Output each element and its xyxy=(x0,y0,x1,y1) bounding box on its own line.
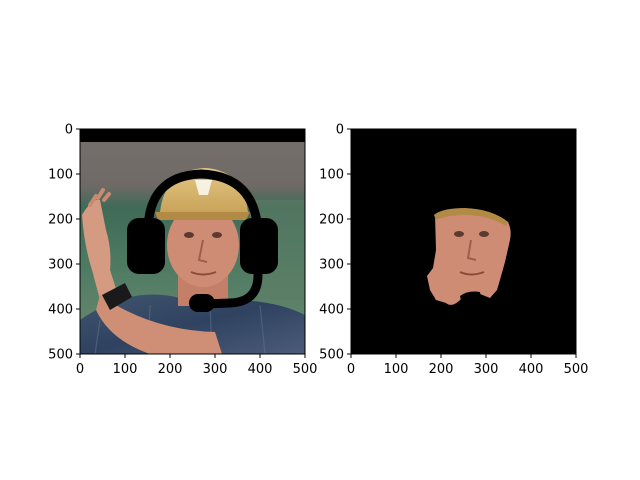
left-ytick-label-4: 400 xyxy=(48,303,73,318)
right-ytick-label-0: 0 xyxy=(336,123,344,138)
right-ytick-label-2: 200 xyxy=(319,213,344,228)
right-xtick-label-3: 300 xyxy=(474,362,499,377)
right-ytick-label-1: 100 xyxy=(319,168,344,183)
right-axes xyxy=(350,128,577,355)
right-xtick-label-2: 200 xyxy=(429,362,454,377)
left-ytick-label-1: 100 xyxy=(48,168,73,183)
left-ytick-label-2: 200 xyxy=(48,213,73,228)
left-xtick-label-1: 100 xyxy=(113,362,138,377)
left-ytick-label-0: 0 xyxy=(65,123,73,138)
right-xtick-label-5: 500 xyxy=(564,362,589,377)
right-ytick-label-5: 500 xyxy=(319,348,344,363)
left-ytick-label-3: 300 xyxy=(48,258,73,273)
right-ytick-label-3: 300 xyxy=(319,258,344,273)
left-xtick-label-3: 300 xyxy=(203,362,228,377)
left-xtick-label-2: 200 xyxy=(158,362,183,377)
right-xtick-label-1: 100 xyxy=(384,362,409,377)
right-xtick-label-0: 0 xyxy=(347,362,355,377)
right-xtick-label-4: 400 xyxy=(519,362,544,377)
left-xtick-label-5: 500 xyxy=(293,362,318,377)
left-xtick-label-0: 0 xyxy=(76,362,84,377)
left-photo xyxy=(80,129,305,354)
left-ytick-label-5: 500 xyxy=(48,348,73,363)
right-ytick-label-4: 400 xyxy=(319,303,344,318)
left-axes xyxy=(79,128,306,355)
right-photo xyxy=(351,129,576,354)
left-xtick-label-4: 400 xyxy=(248,362,273,377)
